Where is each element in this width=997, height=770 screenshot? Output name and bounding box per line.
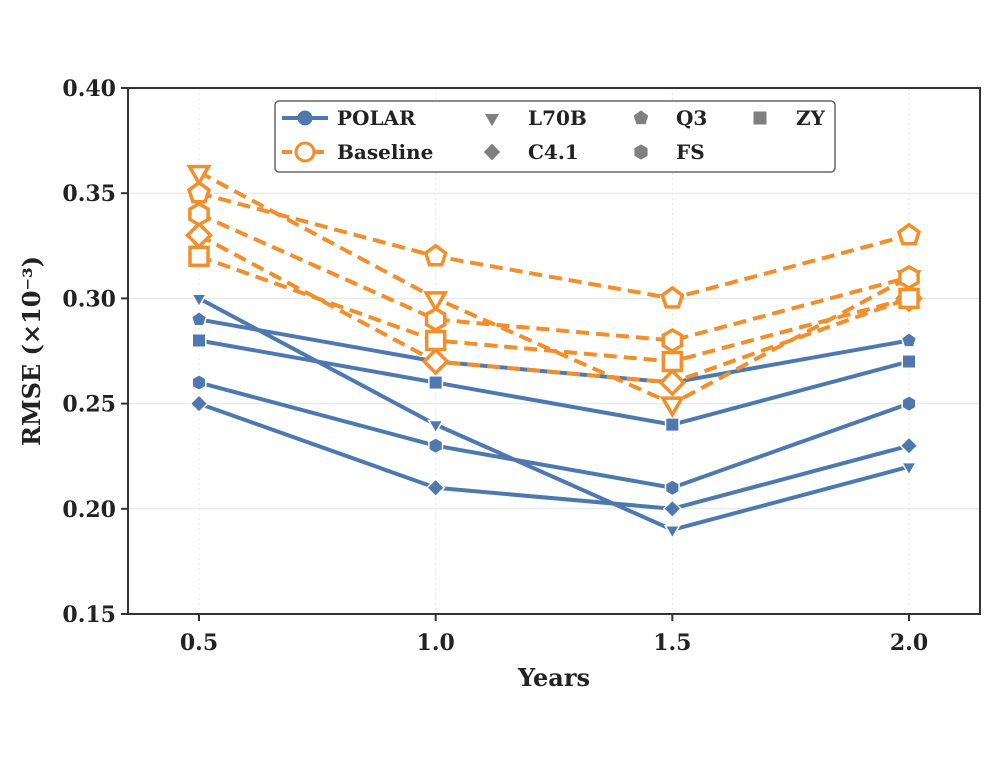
- legend-box: [274, 100, 836, 173]
- legend-marker-baseline: [294, 141, 316, 163]
- series-lines: [198, 170, 910, 532]
- legend-label-zy: ZY: [796, 106, 826, 130]
- legend-label-fs: FS: [676, 140, 705, 164]
- data-point-baseline-q3: [423, 243, 448, 267]
- series-line-baseline-c4-1: [198, 233, 910, 385]
- data-point-polar-l70b: [190, 293, 208, 309]
- data-point-baseline-zy: [188, 245, 210, 268]
- y-tick-label: 0.40: [62, 76, 116, 102]
- y-axis-title: RMSE (×10⁻³): [17, 256, 46, 446]
- legend-marker-zy: [753, 111, 767, 125]
- x-tick-label: 1.5: [653, 630, 691, 656]
- series-line-polar-zy: [198, 338, 910, 427]
- series-line-polar-fs: [198, 380, 910, 490]
- series-line-baseline-fs: [198, 212, 910, 343]
- legend-label-baseline: Baseline: [337, 140, 433, 164]
- legend-label-polar: POLAR: [337, 106, 416, 130]
- legend-marker-q3: [633, 110, 649, 125]
- data-point-polar-zy: [191, 332, 207, 348]
- x-tick-label: 0.5: [180, 630, 218, 656]
- series-markers: [185, 164, 923, 540]
- x-tick-label: 2.0: [890, 630, 928, 656]
- data-point-baseline-l70b: [423, 291, 449, 313]
- y-tick-label: 0.30: [62, 286, 116, 312]
- series-line-baseline-q3: [198, 191, 910, 301]
- y-tick-label: 0.25: [62, 392, 116, 418]
- data-point-baseline-zy: [424, 329, 447, 352]
- data-point-baseline-fs: [188, 201, 210, 227]
- data-point-polar-zy: [428, 375, 444, 391]
- legend-marker-polar: [297, 110, 313, 126]
- data-point-baseline-fs: [898, 264, 920, 290]
- data-point-polar-zy: [664, 417, 680, 433]
- legend-label-c4-1: C4.1: [528, 140, 579, 164]
- data-point-baseline-q3: [186, 180, 212, 204]
- axis-ticks: 0.15 0.20 0.25 0.30 0.35 0.40 0.5 1.0 1.5 2.0: [62, 76, 928, 656]
- legend-marker-fs: [634, 144, 648, 160]
- legend-label-l70b: L70B: [528, 106, 587, 130]
- data-point-polar-c4-1: [189, 393, 209, 414]
- data-point-baseline-q3: [660, 285, 685, 309]
- data-point-baseline-c4-1: [421, 347, 450, 376]
- data-point-polar-l70b: [663, 524, 681, 540]
- data-point-polar-fs: [901, 394, 917, 413]
- data-point-polar-c4-1: [899, 435, 919, 456]
- data-point-baseline-fs: [661, 327, 684, 354]
- data-point-polar-l70b: [427, 419, 445, 435]
- legend-label-q3: Q3: [676, 106, 707, 130]
- series-line-polar-c4-1: [198, 401, 910, 511]
- x-axis-title: Years: [517, 663, 590, 692]
- legend-marker-c4-1: [483, 143, 501, 161]
- data-point-polar-fs: [191, 373, 207, 392]
- data-point-polar-fs: [664, 479, 680, 497]
- legend: POLAR Baseline L70B C4.1 Q3 FS ZY: [274, 100, 836, 173]
- y-tick-label: 0.15: [62, 602, 116, 628]
- data-point-polar-c4-1: [425, 478, 446, 498]
- data-point-polar-fs: [428, 436, 444, 455]
- data-point-polar-q3: [190, 310, 208, 327]
- data-point-baseline-l70b: [659, 396, 685, 419]
- legend-marker-l70b: [484, 113, 500, 127]
- y-tick-label: 0.35: [62, 181, 116, 207]
- data-point-polar-zy: [901, 354, 917, 370]
- data-point-baseline-l70b: [186, 164, 212, 187]
- series-line-baseline-zy: [198, 254, 910, 364]
- data-point-baseline-q3: [896, 222, 922, 246]
- plot-frame: [127, 87, 981, 615]
- data-point-polar-c4-1: [662, 499, 683, 519]
- x-tick-label: 1.0: [417, 630, 455, 656]
- data-point-baseline-zy: [661, 350, 684, 373]
- y-tick-label: 0.20: [62, 497, 116, 523]
- data-point-baseline-zy: [898, 287, 920, 310]
- data-point-polar-l70b: [900, 461, 918, 477]
- data-point-baseline-fs: [424, 306, 447, 332]
- data-point-polar-q3: [900, 331, 918, 348]
- data-point-baseline-c4-1: [658, 368, 687, 397]
